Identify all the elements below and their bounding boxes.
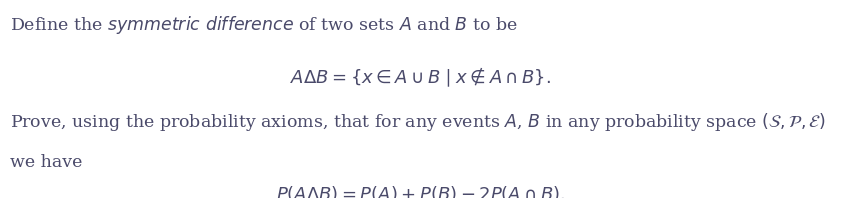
Text: Prove, using the probability axioms, that for any events $A$, $B$ in any probabi: Prove, using the probability axioms, tha… xyxy=(10,111,826,133)
Text: we have: we have xyxy=(10,154,82,171)
Text: $A\Delta B = \{x \in A \cup B \mid x \notin A \cap B\}.$: $A\Delta B = \{x \in A \cup B \mid x \no… xyxy=(290,65,551,89)
Text: $P(A\Delta B) = P(A) + P(B) - 2P(A \cap B).$: $P(A\Delta B) = P(A) + P(B) - 2P(A \cap … xyxy=(276,184,565,198)
Text: Define the $\mathit{symmetric\ difference}$ of two sets $A$ and $B$ to be: Define the $\mathit{symmetric\ differenc… xyxy=(10,14,518,36)
